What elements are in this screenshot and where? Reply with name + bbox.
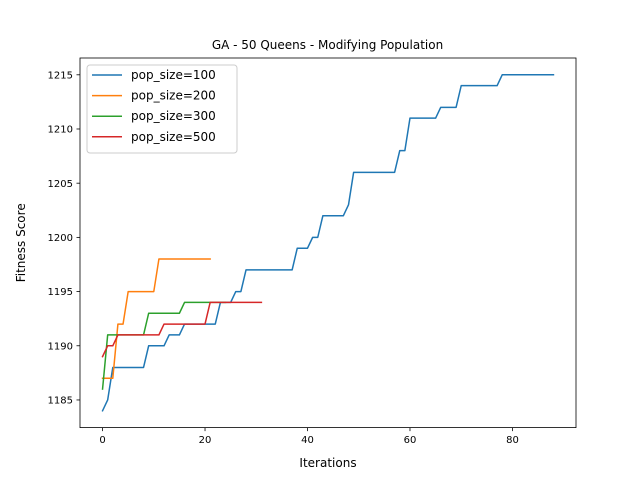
legend: pop_size=100 pop_size=200 pop_size=300 pop_… [86,64,238,154]
y-axis-label: Fitness Score [14,203,28,282]
plot-area [101,74,555,412]
x-tick-label: 80 [506,435,519,446]
legend-label-3: pop_size=300 [131,109,216,123]
series-line-2 [101,258,211,380]
x-tick-label: 40 [301,435,314,446]
x-tick-label: 60 [404,435,417,446]
chart-title: GA - 50 Queens - Modifying Population [212,38,443,52]
y-tick-label: 1210 [48,125,73,136]
x-tick-label: 20 [199,435,212,446]
series-line-1 [101,74,555,412]
y-tick-label: 1205 [48,179,73,190]
legend-label-1: pop_size=100 [131,68,216,82]
legend-label-2: pop_size=200 [131,89,216,103]
x-tick-label: 0 [99,435,105,446]
y-tick-label: 1200 [48,233,73,244]
y-tick-label: 1215 [48,70,73,81]
legend-box [86,64,238,154]
x-axis: 0 20 40 60 80 [99,427,519,446]
legend-label-4: pop_size=500 [131,130,216,144]
y-tick-label: 1185 [48,396,73,407]
series-line-4 [101,301,263,358]
y-tick-label: 1195 [48,287,73,298]
y-tick-label: 1190 [48,341,73,352]
plot-frame [79,57,577,429]
y-axis: 1185 1190 1195 1200 1205 1210 1215 [48,70,80,407]
x-axis-label: Iterations [299,456,356,470]
